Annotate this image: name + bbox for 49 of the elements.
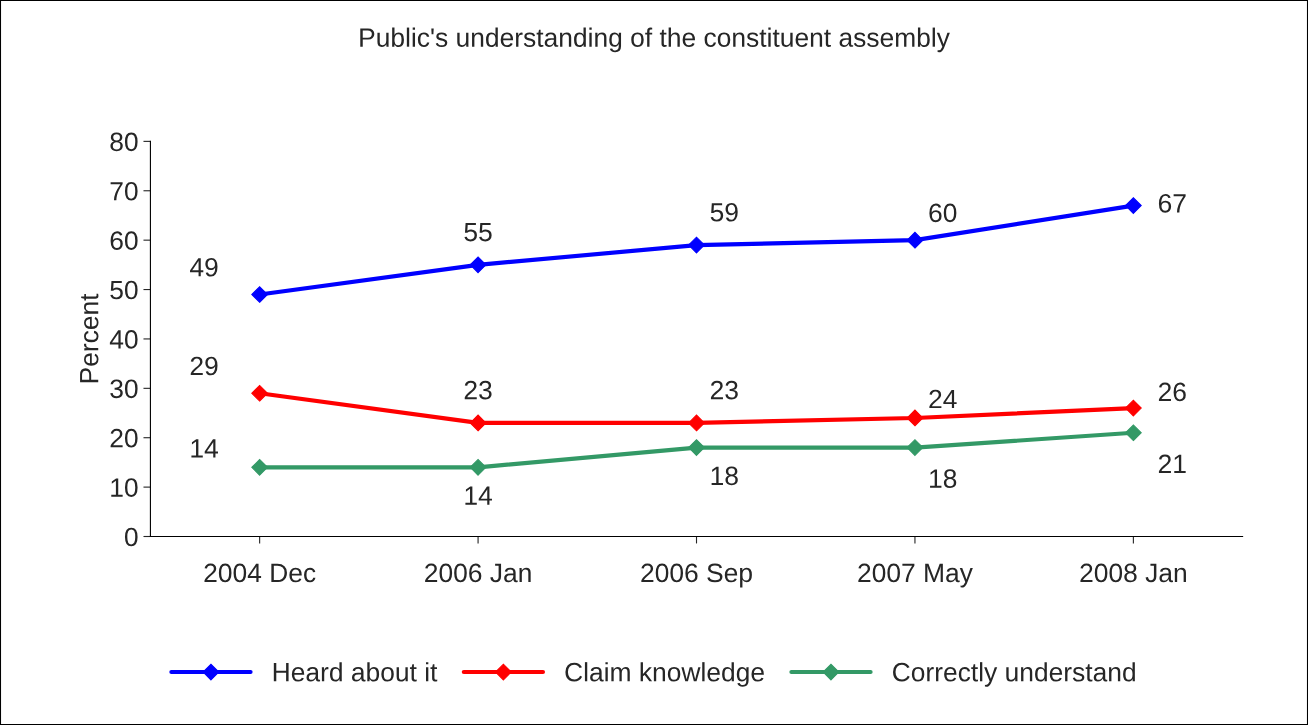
data-label: 14 [191,439,218,458]
data-label: 29 [190,356,218,376]
point [688,236,705,254]
legend-label: Claim knowledge [565,662,764,687]
point [251,286,269,303]
point [906,409,924,427]
data-label: 18 [930,469,957,489]
data-label: 55 [464,222,492,242]
point [906,439,924,456]
y-tick-label: 0 [124,527,138,547]
point [1125,399,1142,417]
data-label: 59 [710,202,738,222]
y-tick-label: 70 [110,181,138,201]
y-tick-label: 30 [110,379,138,399]
data-label: 49 [190,257,218,277]
point [251,384,269,402]
y-axis-title: Percent [80,293,99,383]
data-label: 18 [711,466,738,486]
legend-label: Heard about it [273,662,438,682]
y-tick-label: 10 [111,478,138,497]
data-label: 67 [1158,193,1186,213]
data-label: 23 [464,380,492,400]
y-tick-label: 80 [110,132,138,152]
data-label: 23 [710,380,738,400]
y-tick-label: 60 [110,231,138,250]
x-tick-label: 2007 May [858,563,973,588]
chart-title: Public's understanding of the constituent assembly [360,27,950,53]
x-tick-label: 2006 Jan [425,563,531,583]
point [1125,197,1142,214]
data-label: 60 [929,203,957,223]
x-tick-label: 2006 Sep [641,563,752,588]
point [469,414,487,432]
point [469,256,487,274]
data-label: 21 [1158,454,1186,473]
point [688,414,705,432]
point [906,231,924,249]
data-label: 24 [929,389,957,409]
y-tick-label: 40 [109,330,138,349]
point [1125,424,1142,442]
x-tick-label: 2008 Jan [1080,563,1186,583]
point [688,439,705,456]
x-tick-label: 2004 Dec [204,563,316,583]
y-tick-label: 20 [110,428,138,448]
point [469,458,487,476]
y-tick-label: 50 [110,280,138,300]
point [251,458,269,476]
data-label: 14 [465,486,492,505]
legend-label: Correctly understand [893,662,1135,687]
data-label: 26 [1158,382,1186,402]
